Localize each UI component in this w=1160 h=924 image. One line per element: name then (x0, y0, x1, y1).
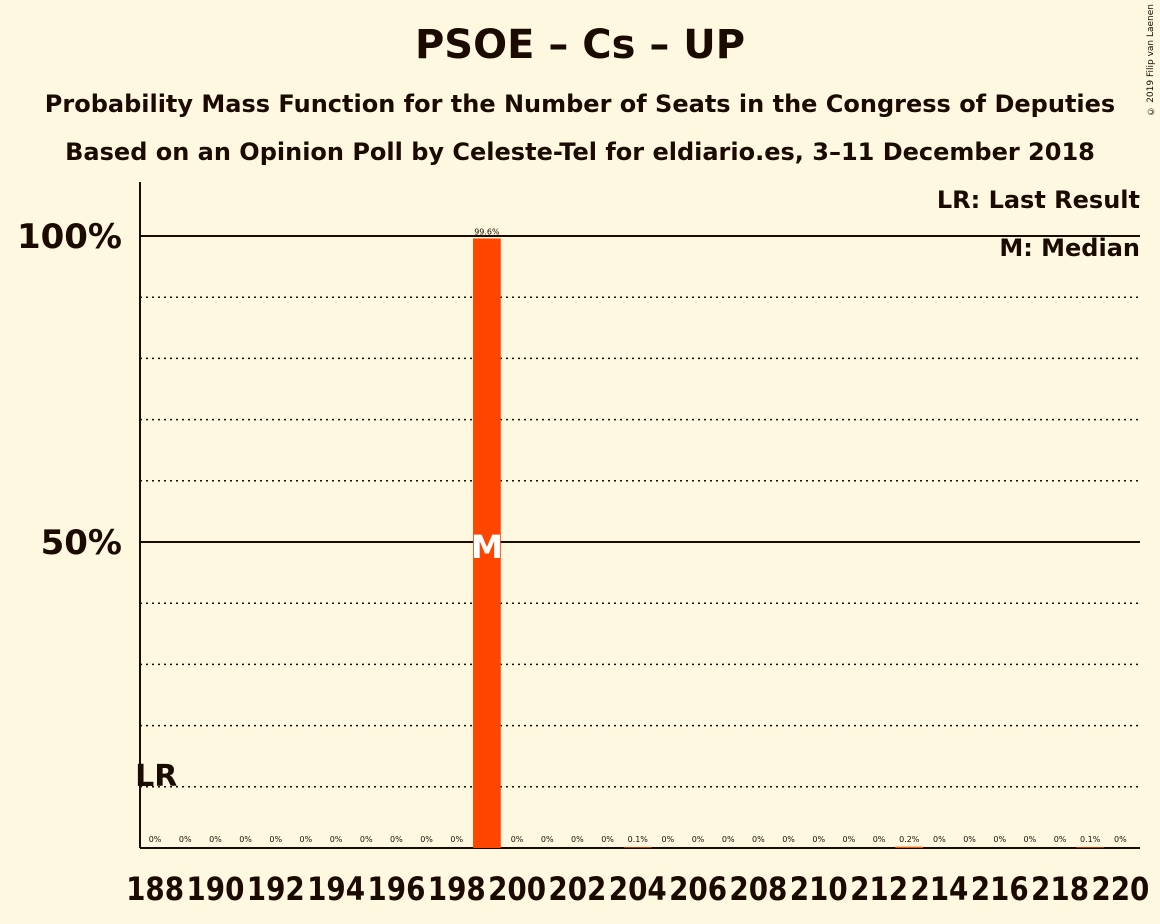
x-tick-label: 198 (428, 870, 486, 908)
data-label: 0.2% (899, 835, 920, 844)
x-tick-label: 218 (1031, 870, 1089, 908)
bar (473, 238, 501, 848)
data-label: 0% (360, 835, 373, 844)
data-label: 0% (179, 835, 192, 844)
data-label: 0% (300, 835, 313, 844)
data-label: 0% (511, 835, 524, 844)
median-marker: M (471, 528, 503, 566)
data-label: 0% (601, 835, 614, 844)
x-tick-label: 206 (669, 870, 727, 908)
data-label: 0% (390, 835, 403, 844)
data-label: 0% (450, 835, 463, 844)
chart-title: PSOE – Cs – UP (414, 22, 746, 68)
data-label: 0% (571, 835, 584, 844)
data-label: 0% (1024, 835, 1037, 844)
y-tick-label: 100% (17, 217, 122, 257)
data-label: 0% (692, 835, 705, 844)
data-label: 0% (843, 835, 856, 844)
y-tick-label: 50% (41, 523, 122, 563)
x-tick-label: 204 (609, 870, 667, 908)
data-label: 0% (812, 835, 825, 844)
data-label: 0% (209, 835, 222, 844)
last-result-marker: LR (135, 759, 177, 794)
data-label: 0% (239, 835, 252, 844)
bar (895, 846, 924, 848)
data-label: 0% (330, 835, 343, 844)
data-label: 0% (963, 835, 976, 844)
data-label: 0% (933, 835, 946, 844)
bar (1076, 847, 1105, 848)
x-tick-label: 210 (790, 870, 848, 908)
x-tick-label: 214 (910, 870, 968, 908)
bar (623, 847, 652, 848)
data-label: 99.6% (474, 227, 500, 236)
data-label: 0.1% (628, 835, 649, 844)
data-label: 0% (541, 835, 554, 844)
x-tick-label: 216 (971, 870, 1029, 908)
legend-last-result: LR: Last Result (936, 186, 1140, 214)
x-tick-label: 188 (126, 870, 184, 908)
x-tick-label: 200 (488, 870, 546, 908)
x-tick-label: 220 (1091, 870, 1149, 908)
legend-median: M: Median (999, 234, 1140, 262)
data-label: 0% (1114, 835, 1127, 844)
data-label: 0% (993, 835, 1006, 844)
chart-subtitle-1: Probability Mass Function for the Number… (44, 90, 1116, 118)
x-tick-label: 190 (186, 870, 244, 908)
x-tick-label: 212 (850, 870, 908, 908)
chart-subtitle-2: Based on an Opinion Poll by Celeste-Tel … (65, 138, 1095, 166)
data-label: 0% (873, 835, 886, 844)
data-label: 0% (722, 835, 735, 844)
data-label: 0% (149, 835, 162, 844)
x-tick-label: 194 (307, 870, 365, 908)
data-label: 0% (1054, 835, 1067, 844)
data-label: 0.1% (1080, 835, 1101, 844)
data-label: 0% (752, 835, 765, 844)
data-label: 0% (662, 835, 675, 844)
x-tick-label: 196 (367, 870, 425, 908)
x-tick-label: 192 (247, 870, 305, 908)
data-label: 0% (782, 835, 795, 844)
data-label: 0% (269, 835, 282, 844)
x-tick-label: 208 (729, 870, 787, 908)
x-tick-label: 202 (548, 870, 606, 908)
data-label: 0% (420, 835, 433, 844)
